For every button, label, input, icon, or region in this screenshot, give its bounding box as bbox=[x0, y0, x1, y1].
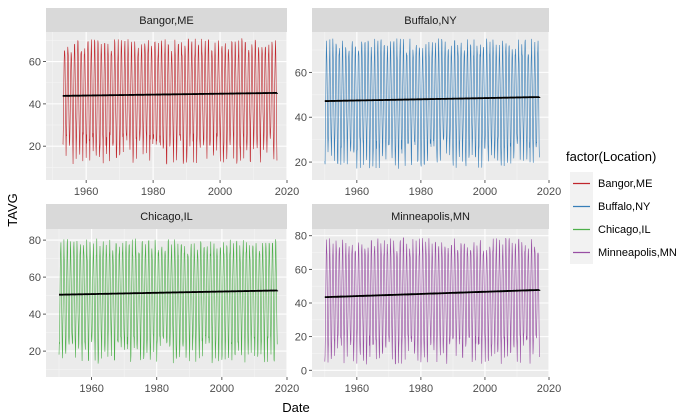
legend-label: Bangor,ME bbox=[598, 178, 652, 190]
series-line bbox=[324, 237, 540, 365]
x-tick-label: 2000 bbox=[473, 186, 497, 198]
x-tick-label: 1960 bbox=[345, 186, 369, 198]
y-tick-label: 80 bbox=[295, 231, 307, 243]
facet-panel: Chicago,IL 20 40 60 80 1960 1980 2000 2020 bbox=[29, 204, 299, 395]
facet-strip-label: Minneapolis,MN bbox=[391, 211, 470, 223]
y-tick-label: 60 bbox=[29, 272, 41, 284]
legend-entry: Chicago,IL bbox=[570, 218, 651, 241]
y-tick-label: 20 bbox=[29, 346, 41, 358]
y-tick-label: 40 bbox=[295, 112, 307, 124]
y-tick-label: 80 bbox=[29, 235, 41, 247]
x-tick-label: 1980 bbox=[409, 383, 433, 395]
x-tick-label: 2020 bbox=[275, 383, 299, 395]
y-tick-label: 60 bbox=[295, 264, 307, 276]
x-tick-label: 1960 bbox=[345, 383, 369, 395]
facet-strip bbox=[46, 8, 287, 32]
facet-panel: Bangor,ME 20 40 60 1960 1980 2000 2020 bbox=[29, 8, 299, 198]
trend-line bbox=[62, 92, 278, 97]
x-tick-label: 2000 bbox=[210, 383, 234, 395]
x-tick-label: 2020 bbox=[275, 186, 299, 198]
x-tick-label: 2000 bbox=[473, 383, 497, 395]
y-tick-label: 20 bbox=[295, 332, 307, 344]
trend-line bbox=[324, 96, 541, 102]
y-tick-label: 40 bbox=[29, 309, 41, 321]
x-tick-label: 2000 bbox=[208, 186, 232, 198]
x-axis-title: Date bbox=[282, 400, 309, 415]
trend-line bbox=[324, 289, 541, 299]
series-line bbox=[62, 38, 278, 165]
x-tick-label: 1960 bbox=[79, 383, 103, 395]
facet-strip-label: Chicago,IL bbox=[140, 211, 193, 223]
y-tick-label: 60 bbox=[295, 67, 307, 79]
facet-strip-label: Buffalo,NY bbox=[404, 15, 457, 27]
y-tick-label: 40 bbox=[29, 99, 41, 111]
trend-line bbox=[59, 289, 279, 296]
facet-panel: Minneapolis,MN 0 20 40 60 80 1960 1980 2000 2020 bbox=[295, 204, 561, 395]
y-tick-label: 60 bbox=[29, 57, 41, 69]
x-tick-label: 1980 bbox=[141, 186, 165, 198]
legend-label: Buffalo,NY bbox=[598, 201, 651, 213]
facet-panel: Buffalo,NY 20 40 60 1960 1980 2000 2020 bbox=[295, 8, 561, 198]
y-axis-title: TAVG bbox=[5, 193, 20, 226]
facet-strip-label: Bangor,ME bbox=[139, 15, 193, 27]
y-tick-label: 20 bbox=[29, 141, 41, 153]
legend: factor(Location) Bangor,ME Buffalo,NY Chic… bbox=[566, 149, 677, 264]
legend-label: Chicago,IL bbox=[598, 224, 651, 236]
series-line bbox=[324, 38, 540, 169]
facet-strip bbox=[312, 204, 549, 229]
y-tick-label: 40 bbox=[295, 298, 307, 310]
x-tick-label: 1980 bbox=[144, 383, 168, 395]
x-tick-label: 2020 bbox=[537, 383, 561, 395]
legend-label: Minneapolis,MN bbox=[598, 247, 677, 259]
x-tick-label: 1980 bbox=[409, 186, 433, 198]
legend-title: factor(Location) bbox=[566, 149, 656, 164]
legend-entry: Buffalo,NY bbox=[570, 195, 651, 218]
y-tick-label: 20 bbox=[295, 157, 307, 169]
y-tick-label: 0 bbox=[301, 365, 307, 377]
legend-entry: Bangor,ME bbox=[570, 172, 652, 195]
x-tick-label: 2020 bbox=[537, 186, 561, 198]
facet-strip bbox=[46, 204, 287, 229]
series-line bbox=[58, 238, 278, 364]
legend-entry: Minneapolis,MN bbox=[570, 241, 677, 264]
x-tick-label: 1960 bbox=[74, 186, 98, 198]
facet-strip bbox=[312, 8, 549, 32]
